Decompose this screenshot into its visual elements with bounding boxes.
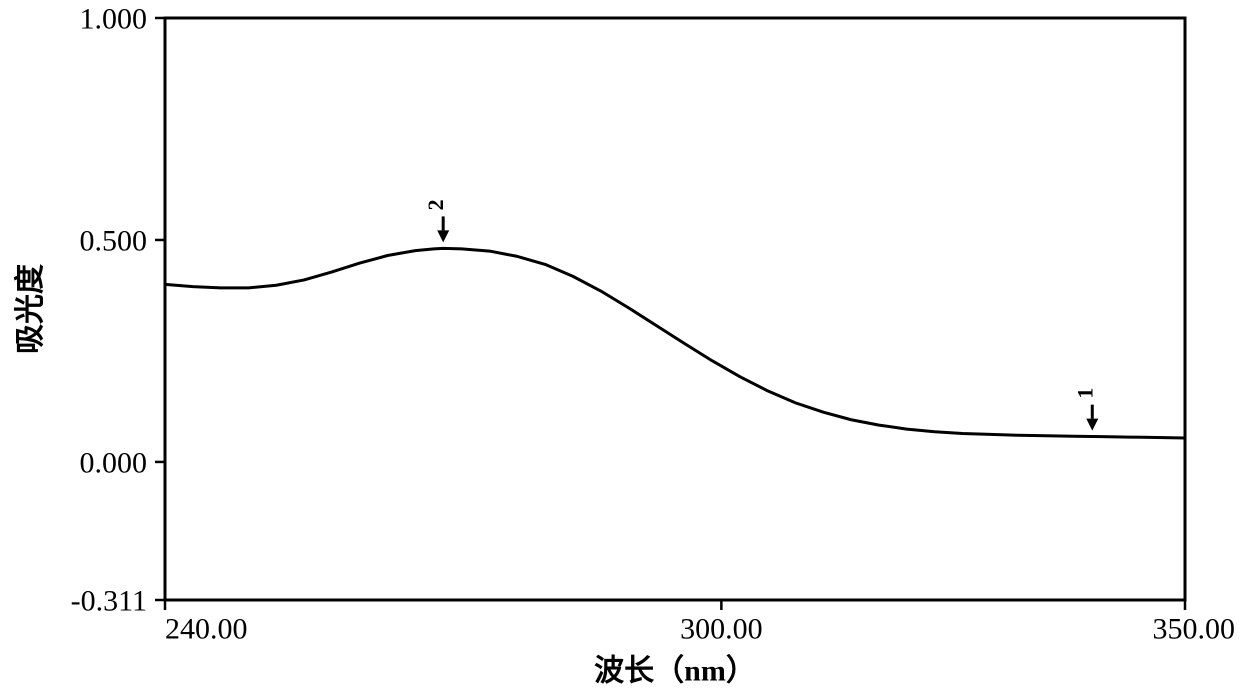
chart-background: [0, 0, 1240, 697]
marker-label: 2: [423, 199, 448, 210]
x-axis-label: 波长（nm）: [594, 654, 756, 688]
y-axis-label: 吸光度: [14, 264, 47, 354]
x-tick-label: 300.00: [680, 613, 763, 646]
x-tick-label: 350.00: [1153, 613, 1236, 646]
y-tick-label: 0.500: [80, 224, 148, 257]
y-tick-label: -0.311: [71, 585, 147, 618]
marker-label: 1: [1072, 388, 1097, 399]
y-tick-label: 1.000: [80, 3, 148, 36]
x-tick-label: 240.00: [165, 613, 248, 646]
spectrum-chart: 240.00 300.00 350.00 -0.311 0.000 0.500 1.000 波…: [0, 0, 1240, 697]
y-tick-label: 0.000: [80, 446, 148, 479]
chart-svg: 240.00 300.00 350.00 -0.311 0.000 0.500 1.000 波…: [0, 0, 1240, 697]
